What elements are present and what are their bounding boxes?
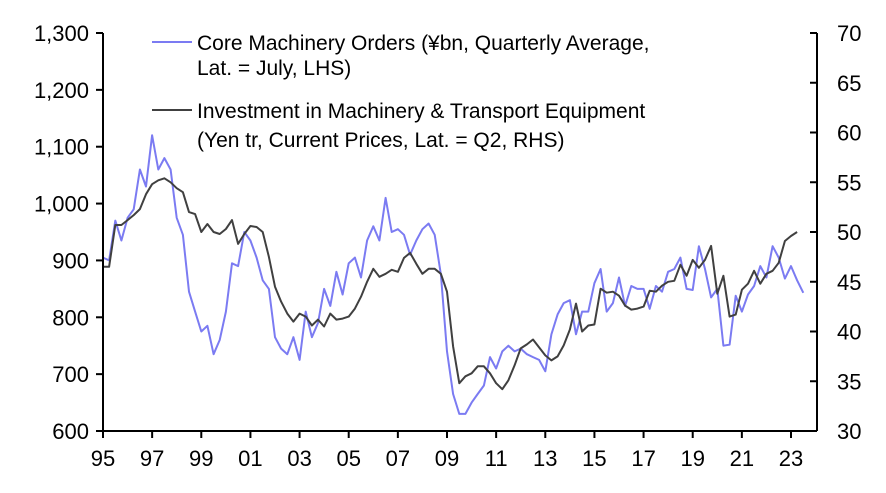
x-tick-label: 09 xyxy=(435,446,459,471)
x-tick-label: 11 xyxy=(485,446,508,471)
right-y-tick-label: 40 xyxy=(837,320,861,345)
legend-item-investment-machinery: Investment in Machinery & Transport Equi… xyxy=(152,100,645,152)
x-tick-label: 15 xyxy=(582,446,606,471)
right-y-tick-label: 45 xyxy=(837,270,861,295)
series-line-core-machinery-orders xyxy=(102,134,805,415)
left-y-tick-label: 1,300 xyxy=(34,21,89,46)
x-tick-label: 21 xyxy=(730,446,754,471)
x-tick-label: 95 xyxy=(91,446,115,471)
legend-label-line-1: Core Machinery Orders (¥bn, Quarterly Av… xyxy=(197,32,649,55)
axes-layer xyxy=(102,33,818,432)
legend-label-line-2: (Yen tr, Current Prices, Lat. = Q2, RHS) xyxy=(197,129,564,152)
x-tick-label: 03 xyxy=(287,446,311,471)
x-tick-label: 23 xyxy=(779,446,803,471)
legend-item-core-machinery-orders: Core Machinery Orders (¥bn, Quarterly Av… xyxy=(152,32,649,80)
right-y-tick-label: 70 xyxy=(837,21,861,46)
ticks-layer: 600 700 800 900 1,000 1,100 1,200 1,300 30 35 40 45… xyxy=(34,21,862,471)
right-y-tick-label: 65 xyxy=(837,71,861,96)
right-y-tick-label: 55 xyxy=(837,170,861,195)
left-y-tick-label: 1,100 xyxy=(34,135,89,160)
left-y-tick-label: 600 xyxy=(52,419,89,444)
series-layer xyxy=(102,134,805,415)
legend-label-line-1: Investment in Machinery & Transport Equi… xyxy=(197,100,645,123)
x-tick-label: 99 xyxy=(189,446,213,471)
left-y-tick-label: 1,000 xyxy=(34,192,89,217)
legend-label-line-2: Lat. = July, LHS) xyxy=(197,57,351,80)
x-tick-label: 97 xyxy=(140,446,164,471)
right-y-tick-label: 30 xyxy=(837,419,861,444)
x-tick-label: 19 xyxy=(680,446,704,471)
x-tick-label: 05 xyxy=(336,446,360,471)
left-y-tick-label: 1,200 xyxy=(34,78,89,103)
left-y-tick-label: 700 xyxy=(52,362,89,387)
right-y-tick-label: 35 xyxy=(837,369,861,394)
x-tick-label: 13 xyxy=(533,446,557,471)
series-line-investment-machinery xyxy=(103,177,798,391)
x-tick-label: 07 xyxy=(386,446,410,471)
x-tick-label: 01 xyxy=(238,446,262,471)
right-y-tick-label: 50 xyxy=(837,220,861,245)
left-y-tick-label: 800 xyxy=(52,305,89,330)
right-y-tick-label: 60 xyxy=(837,121,861,146)
left-y-tick-label: 900 xyxy=(52,248,89,273)
x-tick-label: 17 xyxy=(631,446,655,471)
legend: Core Machinery Orders (¥bn, Quarterly Av… xyxy=(152,32,649,152)
